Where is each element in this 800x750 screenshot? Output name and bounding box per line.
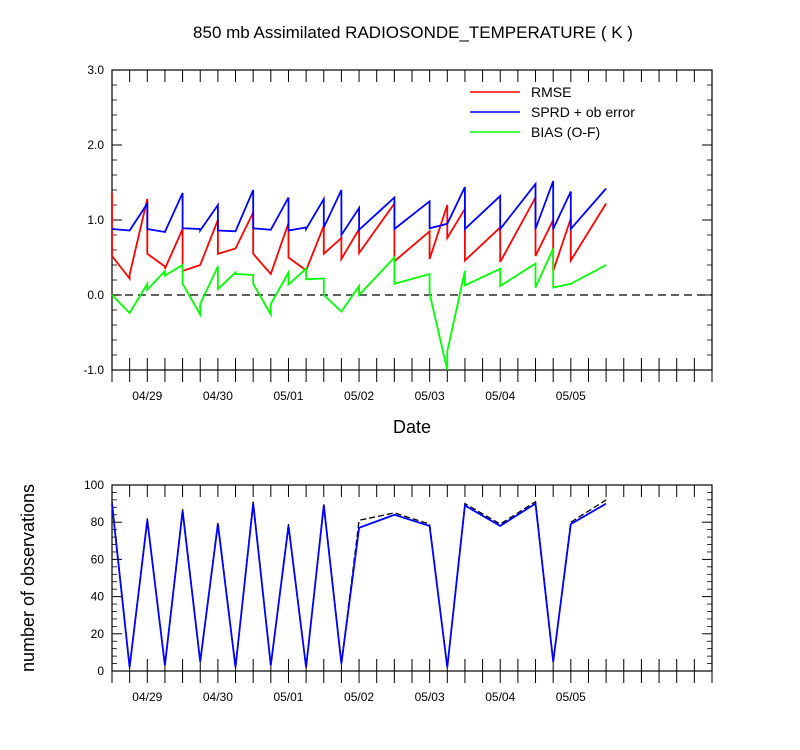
- top-ytick-label: -1.0: [83, 363, 104, 377]
- legend-label-rmse: RMSE: [531, 84, 571, 100]
- top-series-bias-o-f-line: [111, 248, 607, 371]
- bottom-date-label: 05/02: [344, 690, 374, 704]
- top-series-rmse-line: [111, 193, 607, 282]
- bottom-date-label: 04/30: [203, 690, 233, 704]
- top-series-sprd-ob-error-line: [111, 180, 607, 239]
- bottom-date-label: 04/29: [132, 690, 162, 704]
- bottom-ytick-label: 40: [91, 590, 105, 604]
- top-date-label: 05/01: [273, 389, 303, 403]
- bottom-ticks: 0 20 40 60 80 100 04/29 04/30 05/01 05/02 05/03 05/…: [84, 478, 713, 704]
- bottom-panel: 0 20 40 60 80 100 04/29 04/30 05/01 05/02 05/03 05/…: [18, 478, 713, 704]
- bottom-ytick-label: 60: [91, 552, 105, 566]
- top-date-label: 05/02: [344, 389, 374, 403]
- legend-label-bias: BIAS (O-F): [531, 124, 600, 140]
- legend-label-sprd: SPRD + ob error: [531, 104, 635, 120]
- bottom-date-label: 05/05: [556, 690, 586, 704]
- bottom-series: [111, 499, 607, 668]
- bottom-ytick-label: 100: [84, 478, 104, 492]
- x-axis-label: Date: [393, 417, 431, 437]
- top-date-label: 05/05: [556, 389, 586, 403]
- top-date-label: 05/04: [485, 389, 515, 403]
- bottom-date-label: 05/01: [273, 690, 303, 704]
- y-axis-label-observations: number of observations: [18, 484, 38, 672]
- top-ytick-label: 2.0: [87, 138, 104, 152]
- top-date-label: 04/29: [132, 389, 162, 403]
- bottom-ytick-label: 20: [91, 627, 105, 641]
- top-ytick-label: 0.0: [87, 288, 104, 302]
- bottom-date-label: 05/03: [415, 690, 445, 704]
- bottom-series-used-line: [111, 502, 607, 668]
- top-ticks: -1.0 0.0 1.0 2.0 3.0 04/29 04/30 05/01 05/02 05/0…: [83, 63, 713, 403]
- top-ytick-label: 3.0: [87, 63, 104, 77]
- top-series: [111, 180, 712, 371]
- top-date-label: 04/30: [203, 389, 233, 403]
- legend: RMSE SPRD + ob error BIAS (O-F): [470, 84, 635, 140]
- top-ytick-label: 1.0: [87, 213, 104, 227]
- top-date-label: 05/03: [415, 389, 445, 403]
- chart-title: 850 mb Assimilated RADIOSONDE_TEMPERATUR…: [193, 23, 633, 42]
- bottom-date-label: 05/04: [485, 690, 515, 704]
- bottom-series-possible-line: [111, 499, 607, 668]
- top-panel: -1.0 0.0 1.0 2.0 3.0 04/29 04/30 05/01 05/02 05/0…: [83, 63, 713, 437]
- bottom-ytick-label: 0: [97, 664, 104, 678]
- bottom-ytick-label: 80: [91, 515, 105, 529]
